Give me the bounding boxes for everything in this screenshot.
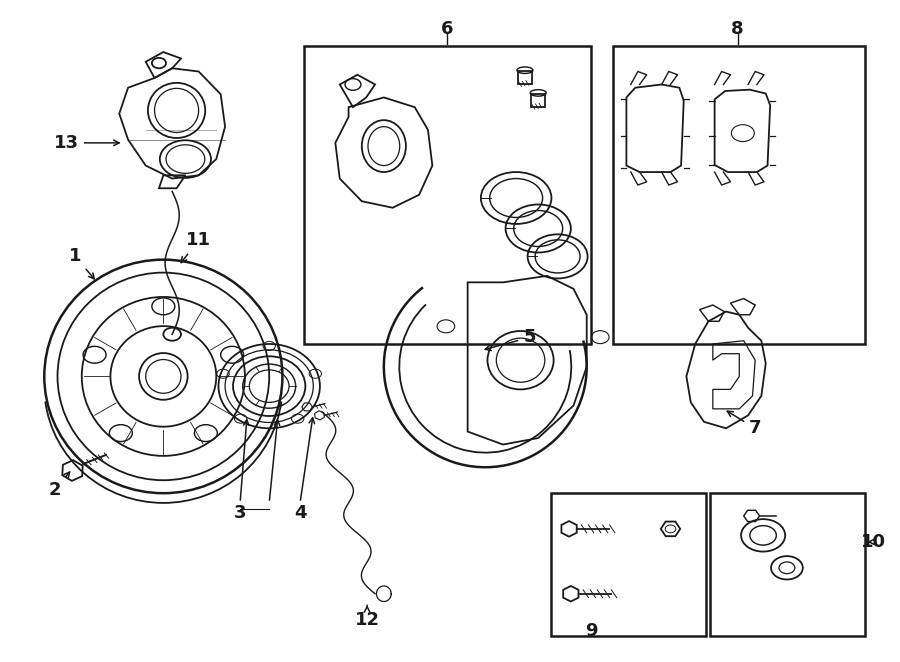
Text: 5: 5 [485,328,536,351]
Text: 10: 10 [861,533,886,551]
Text: 11: 11 [181,231,211,263]
Text: 4: 4 [293,504,306,522]
Text: 6: 6 [441,21,454,38]
Text: 13: 13 [54,134,119,152]
Text: 12: 12 [355,605,380,629]
Text: 8: 8 [731,21,743,38]
Bar [552,493,706,636]
Text: 7: 7 [727,411,761,438]
Bar [710,493,865,636]
Text: 1: 1 [69,248,94,279]
Text: 3: 3 [234,504,247,522]
Bar [304,46,591,344]
Text: 9: 9 [585,622,598,639]
Text: 2: 2 [49,472,69,499]
Bar [613,46,865,344]
